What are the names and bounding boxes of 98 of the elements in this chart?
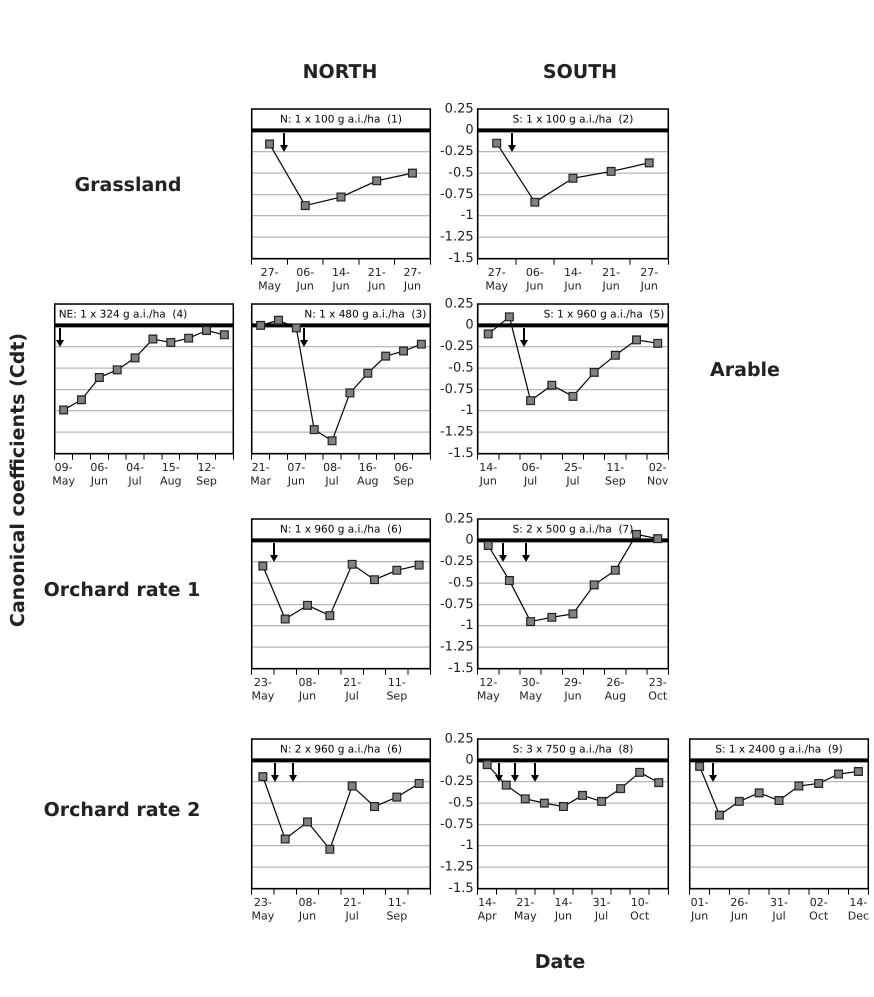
x-axis-title: Date bbox=[534, 951, 586, 973]
text: SOUTH bbox=[542, 61, 618, 83]
x-tick-label: 15- Aug bbox=[160, 461, 182, 488]
y-tick-label: -1.5 bbox=[448, 446, 474, 461]
y-tick-label: -0.75 bbox=[440, 816, 474, 832]
x-tick-label: 26- Jun bbox=[730, 896, 748, 922]
y-tick-label: -1.5 bbox=[448, 250, 474, 266]
x-tick-label: 02- Oct bbox=[809, 896, 829, 922]
y-tick-label: -1.25 bbox=[440, 860, 474, 875]
y-tick-label: 0.25 bbox=[444, 101, 474, 116]
y-tick-label: -1 bbox=[460, 403, 474, 418]
x-tick-label: 21- Jul bbox=[343, 676, 362, 702]
x-tick-label: 23- May bbox=[251, 676, 275, 702]
y-tick-label: 0 bbox=[465, 318, 474, 333]
x-tick-label: 10- Oct bbox=[630, 896, 650, 922]
y-tick-label: -0.5 bbox=[448, 795, 474, 810]
y-tick-label: 0 bbox=[465, 532, 474, 548]
y-tick-label: 0 bbox=[465, 122, 474, 138]
x-tick-label: 30- May bbox=[519, 676, 542, 702]
x-tick-label: 16- Aug bbox=[357, 461, 379, 488]
chart-title: S: 1 x 2400 g a.i./ha (9) bbox=[715, 743, 843, 756]
text: NORTH bbox=[302, 61, 378, 83]
y-tick-label: -0.5 bbox=[448, 165, 474, 180]
chart-title: NE: 1 x 324 g a.i./ha (4) bbox=[58, 308, 188, 320]
y-tick-label: 0.25 bbox=[444, 731, 474, 746]
x-tick-label: 14- Jun bbox=[554, 896, 572, 922]
x-tick-label: 27- Jun bbox=[402, 266, 422, 292]
x-tick-label: 14- Jun bbox=[478, 461, 498, 488]
y-tick-label: -1 bbox=[460, 208, 474, 224]
x-tick-label: 14- Jun bbox=[331, 266, 350, 292]
x-tick-label: 21- Jun bbox=[602, 266, 620, 292]
y-tick-label: -1 bbox=[460, 618, 474, 634]
x-tick-label: 11- Sep bbox=[386, 896, 408, 922]
y-tick-label: -0.25 bbox=[440, 554, 474, 570]
chart-title: N: 1 x 480 g a.i./ha (3) bbox=[304, 308, 426, 320]
x-tick-label: 21- May bbox=[514, 896, 538, 922]
y-tick-label: -1.25 bbox=[440, 424, 474, 440]
y-tick-label: -1.25 bbox=[440, 230, 474, 245]
chart-title: S: 2 x 500 g a.i./ha (7) bbox=[512, 523, 634, 536]
x-tick-label: 29- Jun bbox=[563, 676, 582, 702]
x-tick-label: 27- May bbox=[258, 266, 282, 292]
x-tick-label: 06- Sep bbox=[393, 461, 414, 488]
x-tick-label: 23- May bbox=[251, 896, 275, 922]
x-tick-label: 27- May bbox=[485, 266, 509, 292]
y-tick-label: -0.25 bbox=[440, 774, 474, 790]
y-tick-label: -1.5 bbox=[448, 660, 474, 676]
x-tick-label: 01- Jun bbox=[690, 896, 709, 922]
x-tick-label: 12- Sep bbox=[196, 461, 217, 488]
x-tick-label: 14- Jun bbox=[563, 266, 582, 292]
x-tick-label: 25- Jul bbox=[564, 461, 582, 488]
y-tick-label: -0.5 bbox=[448, 575, 474, 590]
text: Orchard rate 1 bbox=[44, 579, 200, 601]
x-tick-label: 07- Jun bbox=[286, 461, 306, 488]
x-tick-label: 11- Sep bbox=[386, 676, 408, 702]
y-tick-label: -0.25 bbox=[440, 339, 474, 354]
y-tick-label: -0.75 bbox=[440, 186, 474, 202]
y-tick-label: -1.5 bbox=[448, 880, 474, 896]
x-tick-label: 09- May bbox=[52, 461, 76, 488]
x-tick-label: 31- Jul bbox=[592, 896, 611, 922]
x-tick-label: 14- Apr bbox=[478, 896, 498, 922]
x-tick-label: 06- Jun bbox=[90, 461, 108, 488]
chart-title: S: 3 x 750 g a.i./ha (8) bbox=[512, 743, 634, 756]
y-tick-label: -0.75 bbox=[440, 596, 474, 612]
y-tick-label: -0.25 bbox=[440, 144, 474, 160]
x-tick-label: 06- Jun bbox=[525, 266, 544, 292]
chart-title: N: 1 x 100 g a.i./ha (1) bbox=[280, 113, 402, 126]
text: Grassland bbox=[74, 174, 182, 196]
y-tick-label: -1.25 bbox=[440, 640, 474, 655]
x-tick-label: 02- Nov bbox=[646, 461, 669, 488]
x-tick-label: 21- Jul bbox=[343, 896, 362, 922]
y-tick-label: -1 bbox=[460, 838, 474, 854]
x-tick-label: 26- Aug bbox=[604, 676, 626, 702]
x-tick-label: 27- Jun bbox=[640, 266, 658, 292]
y-tick-label: 0 bbox=[465, 752, 474, 768]
x-tick-label: 08- Jun bbox=[298, 896, 317, 922]
y-tick-label: 0.25 bbox=[444, 296, 474, 312]
chart-title: N: 2 x 960 g a.i./ha (6) bbox=[280, 743, 402, 756]
y-axis-title: Canonical coefficients (Cdt) bbox=[7, 332, 29, 628]
x-tick-label: 04- Jul bbox=[126, 461, 144, 488]
x-tick-label: 11- Sep bbox=[604, 461, 626, 488]
x-tick-label: 23- Oct bbox=[648, 676, 668, 702]
x-tick-label: 06- Jul bbox=[522, 461, 540, 488]
x-tick-label: 21- Jun bbox=[367, 266, 386, 292]
chart-title: S: 1 x 960 g a.i./ha (5) bbox=[544, 308, 664, 320]
x-tick-label: 08- Jun bbox=[298, 676, 317, 702]
y-tick-label: 0.25 bbox=[444, 511, 474, 526]
x-tick-label: 31- Jul bbox=[770, 896, 788, 922]
text: Orchard rate 2 bbox=[44, 799, 200, 821]
y-tick-label: -0.5 bbox=[448, 360, 474, 376]
chart-title: S: 1 x 100 g a.i./ha (2) bbox=[512, 113, 634, 126]
y-tick-label: -0.75 bbox=[440, 382, 474, 397]
text: Arable bbox=[710, 359, 780, 381]
x-tick-label: 14- Dec bbox=[848, 896, 870, 922]
chart-title: N: 1 x 960 g a.i./ha (6) bbox=[280, 523, 402, 536]
x-tick-label: 21- Mar bbox=[250, 461, 272, 488]
x-tick-label: 12- May bbox=[476, 676, 500, 702]
x-tick-label: 06- Jun bbox=[296, 266, 314, 292]
x-tick-label: 08- Jul bbox=[323, 461, 342, 488]
